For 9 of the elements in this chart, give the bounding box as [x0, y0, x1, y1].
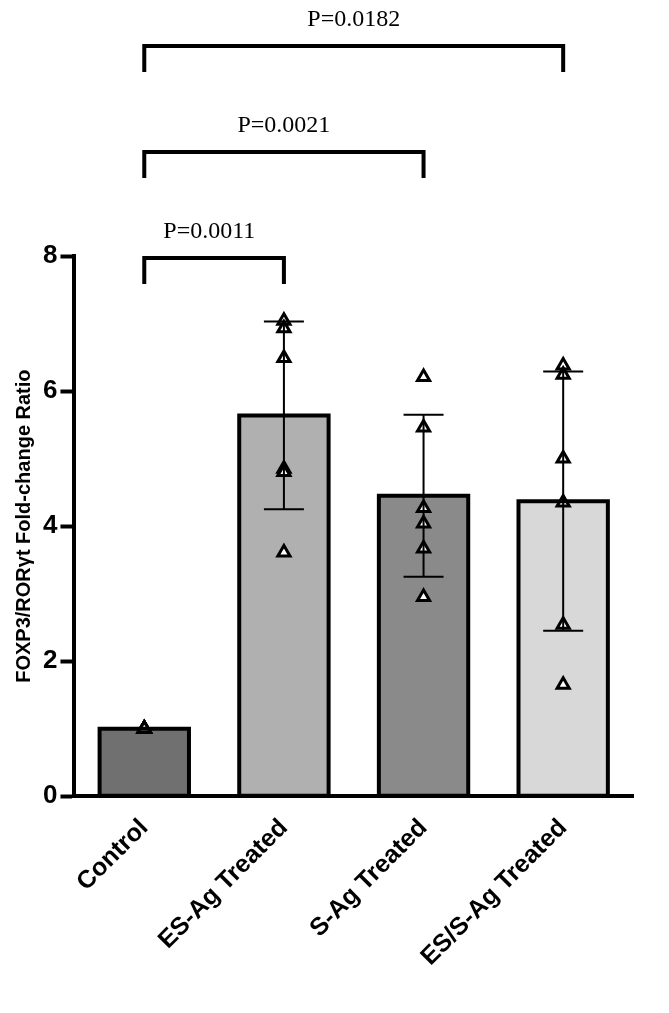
- y-tick-label: 8: [42, 239, 58, 270]
- text: P=0.0011: [163, 217, 256, 244]
- y-tick-label: 2: [42, 644, 58, 675]
- y-tick-label: 6: [42, 374, 58, 405]
- text: P=0.0021: [237, 111, 331, 138]
- y-axis-title: FOXP3/RORγt Fold-change Ratio: [11, 369, 34, 683]
- y-tick-label: 0: [42, 779, 58, 810]
- text: P=0.0182: [307, 5, 401, 32]
- y-tick-label: 4: [42, 509, 58, 540]
